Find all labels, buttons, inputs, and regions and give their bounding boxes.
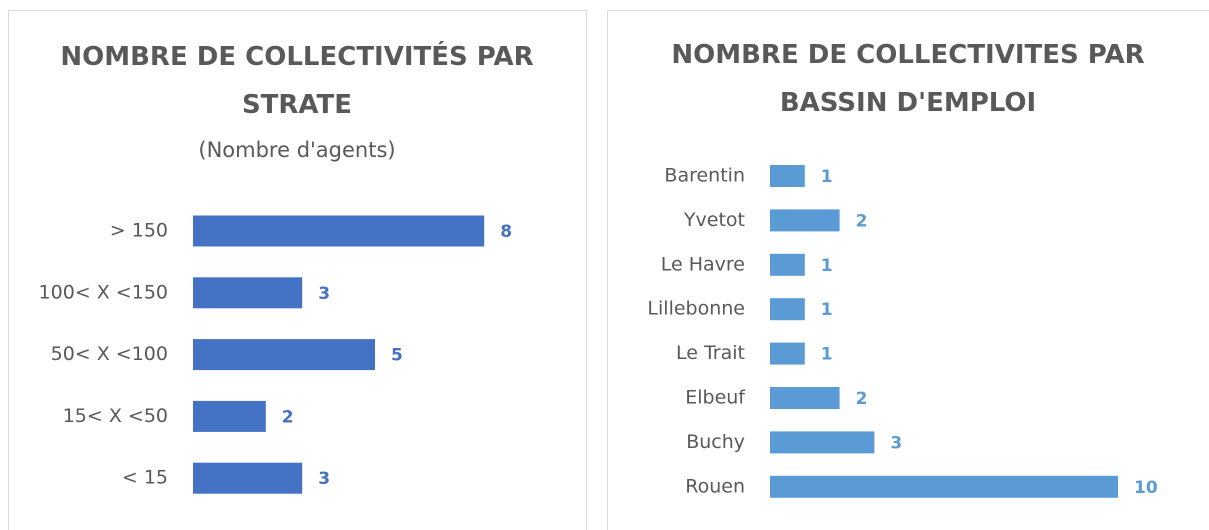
panel: [607, 10, 1209, 530]
bar: [770, 165, 805, 187]
data-label: 1: [821, 256, 833, 276]
data-label: 1: [821, 345, 833, 365]
y-tick-label: 15< X <50: [63, 405, 168, 427]
data-label: 5: [391, 346, 403, 366]
y-tick-label: < 15: [122, 467, 168, 489]
y-tick-label: Buchy: [686, 431, 745, 453]
bar: [770, 431, 875, 454]
bar: [193, 339, 375, 371]
data-label: 8: [500, 222, 512, 242]
chart-title: NOMBRE DE COLLECTIVITÉS PAR STRATE: [60, 42, 534, 120]
data-label: 3: [318, 469, 330, 489]
data-label: 1: [821, 300, 833, 320]
chart-title: NOMBRE DE COLLECTIVITES PAR BASSIN D'EMP…: [671, 40, 1145, 118]
y-tick-label: > 150: [110, 220, 168, 242]
bar: [770, 209, 840, 232]
data-label: 3: [890, 433, 902, 453]
y-tick-label: 100< X <150: [39, 281, 168, 303]
bar: [193, 215, 485, 247]
data-label: 2: [856, 211, 868, 231]
bar: [770, 475, 1118, 498]
data-label: 10: [1134, 478, 1158, 498]
y-tick-label: Lillebonne: [647, 298, 745, 320]
panel: [8, 10, 587, 530]
chart-subtitle: (Nombre d'agents): [198, 138, 396, 162]
bar: [193, 400, 266, 432]
bar: [770, 298, 805, 321]
data-label: 3: [318, 284, 330, 304]
bar: [770, 253, 805, 276]
bar: [193, 277, 303, 309]
y-tick-label: Rouen: [685, 475, 745, 497]
bar: [193, 462, 303, 494]
y-tick-label: 50< X <100: [51, 343, 168, 365]
y-tick-label: Barentin: [664, 165, 745, 187]
bar: [770, 342, 805, 365]
y-tick-label: Le Havre: [661, 253, 745, 275]
data-label: 1: [821, 167, 833, 187]
y-tick-label: Elbeuf: [685, 387, 746, 409]
bar: [770, 387, 840, 409]
y-tick-label: Le Trait: [676, 342, 745, 364]
y-tick-label: Yvetot: [683, 209, 745, 231]
data-label: 2: [282, 407, 294, 427]
data-label: 2: [856, 389, 868, 409]
